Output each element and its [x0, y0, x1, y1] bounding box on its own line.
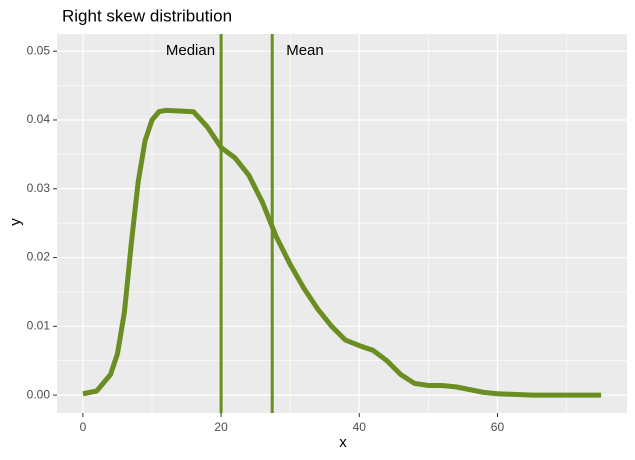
density-line — [82, 107, 602, 398]
y-axis-label: y — [7, 218, 24, 226]
panel — [57, 34, 627, 413]
y-tick-label: 0.01 — [27, 319, 51, 333]
chart-title: Right skew distribution — [62, 6, 232, 25]
x-axis-label: x — [339, 434, 347, 451]
y-tick-label: 0.02 — [27, 250, 51, 264]
x-tick-label: 20 — [214, 420, 228, 434]
x-tick-label: 40 — [353, 420, 367, 434]
x-tick-label: 60 — [491, 420, 505, 434]
y-tick-label: 0.00 — [27, 387, 51, 401]
y-tick-label: 0.05 — [27, 43, 51, 57]
y-tick-label: 0.03 — [27, 181, 51, 195]
y-tick-label: 0.04 — [27, 112, 51, 126]
x-tick-label: 0 — [80, 420, 87, 434]
reference-label: Median — [166, 42, 215, 59]
reference-label: Mean — [286, 42, 324, 59]
